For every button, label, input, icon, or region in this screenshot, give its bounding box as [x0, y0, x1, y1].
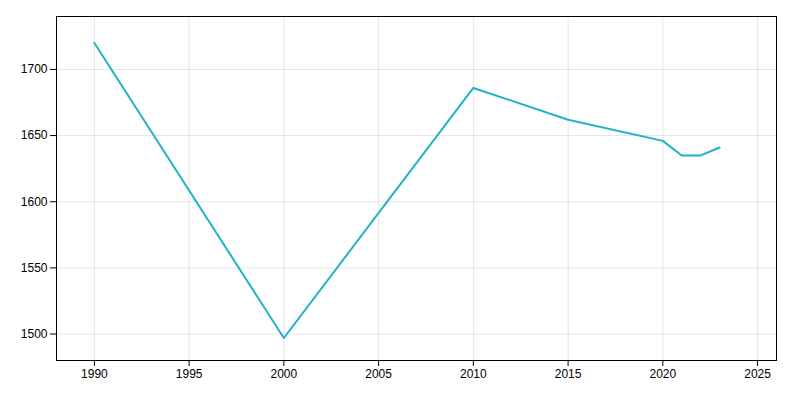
svg-text:2015: 2015 — [555, 367, 582, 381]
svg-text:1550: 1550 — [21, 261, 48, 275]
svg-text:2010: 2010 — [460, 367, 487, 381]
svg-text:1500: 1500 — [21, 327, 48, 341]
svg-text:2000: 2000 — [271, 367, 298, 381]
svg-text:1700: 1700 — [21, 62, 48, 76]
svg-text:2005: 2005 — [365, 367, 392, 381]
svg-text:1990: 1990 — [81, 367, 108, 381]
svg-text:1600: 1600 — [21, 195, 48, 209]
svg-text:1650: 1650 — [21, 128, 48, 142]
svg-text:2020: 2020 — [649, 367, 676, 381]
svg-text:1995: 1995 — [176, 367, 203, 381]
svg-text:2025: 2025 — [744, 367, 771, 381]
